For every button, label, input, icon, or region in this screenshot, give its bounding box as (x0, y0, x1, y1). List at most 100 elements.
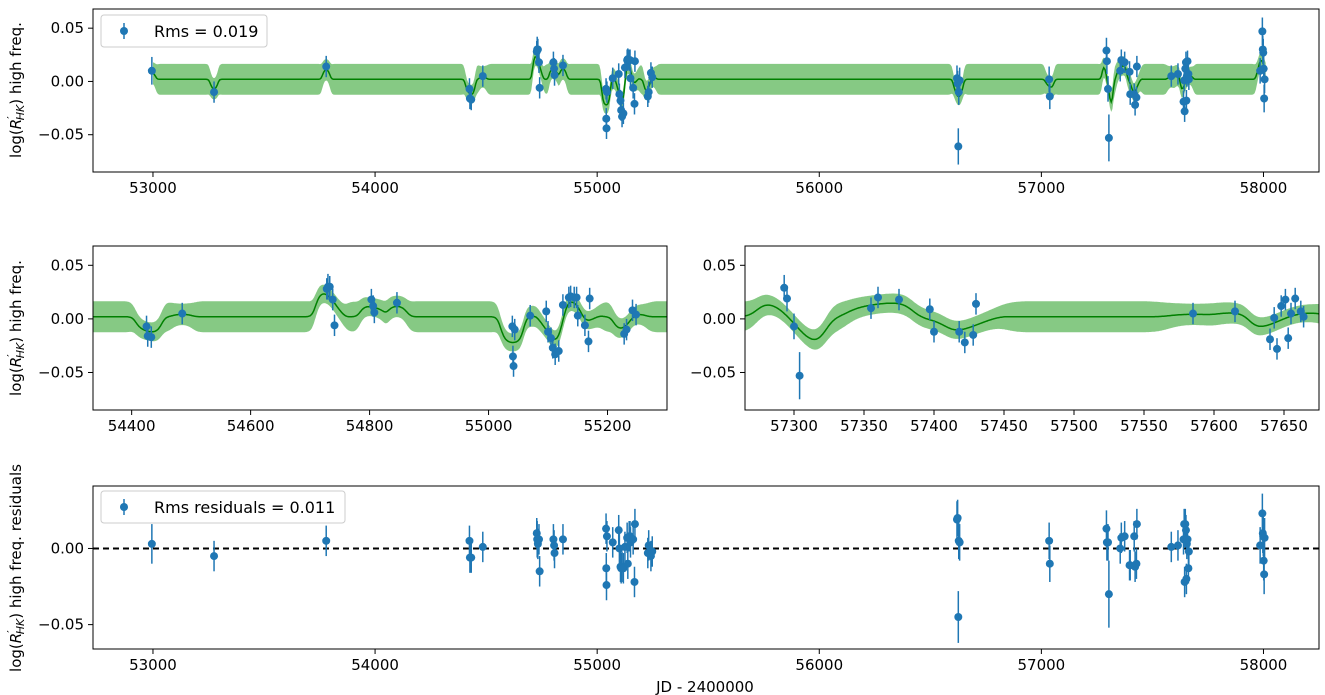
y-tick-label-0-1: 0.00 (51, 72, 84, 90)
data-point-2-49 (790, 322, 798, 331)
bottom-ylabel: log(R′HK) high freq. residuals (5, 464, 27, 672)
y-tick-label-0-0: 0.05 (51, 19, 84, 37)
top-legend: Rms = 0.019 (100, 14, 268, 48)
data-point-2-61 (1231, 307, 1239, 316)
data-point-3-18 (602, 581, 611, 590)
x-tick-label-0-2: 55000 (573, 179, 621, 197)
y-tick-label-1-0: 0.05 (51, 256, 84, 274)
data-point-3-77 (1260, 570, 1269, 579)
data-point-2-63 (1270, 313, 1279, 322)
data-point-0-77 (1260, 94, 1269, 103)
bottom-legend: Rms residuals = 0.011 (100, 490, 346, 524)
data-point-3-53 (1120, 532, 1129, 541)
data-point-0-58 (1132, 93, 1141, 102)
data-point-0-9 (533, 45, 542, 54)
data-point-0-67 (1182, 96, 1191, 105)
data-point-2-51 (867, 304, 875, 313)
data-point-0-11 (535, 83, 544, 92)
data-point-1-20 (526, 311, 535, 320)
y-tick-label-3-0: 0.00 (51, 539, 84, 557)
data-point-0-35 (630, 99, 639, 108)
y-tick-label-3-1: −0.05 (38, 616, 84, 634)
frame-0 (92, 8, 1320, 173)
x-tick-label-1-3: 55000 (465, 417, 513, 435)
frame-1 (92, 245, 668, 411)
data-point-3-14 (550, 549, 559, 558)
data-point-0-59 (1132, 62, 1141, 71)
data-point-2-59 (972, 299, 980, 308)
data-point-0-19 (602, 88, 611, 97)
data-point-2-50 (795, 371, 804, 380)
data-point-3-78 (1260, 533, 1269, 542)
data-point-0-61 (1173, 69, 1182, 78)
data-point-3-42 (954, 613, 963, 622)
data-point-2-52 (874, 293, 882, 302)
data-point-1-34 (585, 294, 594, 303)
data-point-3-16 (602, 524, 611, 533)
data-point-3-58 (1132, 559, 1141, 568)
data-point-1-21 (542, 307, 551, 316)
y-tick-label-2-0: 0.05 (703, 256, 736, 274)
data-point-0-22 (615, 90, 624, 99)
data-point-0-53 (1120, 58, 1129, 67)
plot-area-2 (745, 274, 1319, 400)
data-point-0-26 (619, 109, 628, 118)
x-tick-label-2-7: 57650 (1260, 417, 1308, 435)
data-point-0-6 (478, 72, 487, 81)
data-point-3-11 (535, 567, 544, 576)
data-point-1-19 (510, 325, 519, 334)
data-point-2-62 (1266, 335, 1274, 344)
bottom-xlabel: JD - 2400000 (655, 678, 754, 695)
data-point-3-67 (1182, 574, 1191, 583)
frame-2 (744, 245, 1320, 411)
data-point-0-14 (550, 71, 559, 80)
top-legend-box (100, 14, 268, 48)
data-point-0-57 (1131, 100, 1140, 109)
data-point-3-70 (1184, 564, 1193, 573)
data-point-1-31 (572, 293, 581, 302)
gp-band-0 (153, 47, 1266, 114)
data-point-3-34 (630, 520, 639, 529)
data-point-2-54 (925, 305, 934, 314)
x-tick-label-3-1: 54000 (351, 656, 399, 674)
data-point-0-76 (1259, 64, 1268, 73)
data-point-0-64 (1180, 107, 1189, 116)
data-point-2-55 (930, 327, 938, 336)
data-point-1-27 (558, 300, 567, 309)
x-tick-label-1-0: 54400 (108, 417, 156, 435)
x-tick-label-3-3: 56000 (795, 656, 843, 674)
data-point-0-43 (954, 88, 963, 97)
data-point-0-2 (322, 62, 331, 71)
data-point-3-44 (955, 538, 964, 547)
x-tick-label-0-3: 56000 (795, 179, 843, 197)
frame-3 (92, 485, 1320, 650)
data-point-2-56 (955, 327, 964, 336)
data-point-0-37 (644, 88, 653, 97)
data-point-3-46 (1045, 559, 1054, 568)
data-point-3-6 (478, 542, 487, 551)
data-point-0-50 (1104, 133, 1113, 142)
data-point-2-47 (780, 283, 789, 292)
data-point-0-73 (1258, 27, 1267, 36)
x-tick-label-3-5: 58000 (1240, 656, 1288, 674)
data-point-1-15 (392, 298, 401, 307)
x-tick-label-0-0: 53000 (129, 179, 177, 197)
data-point-3-29 (623, 559, 632, 568)
data-point-0-69 (1183, 57, 1192, 66)
plot-area-3 (93, 493, 1319, 643)
data-point-3-41 (953, 513, 962, 522)
data-point-0-45 (1045, 75, 1054, 84)
data-point-1-37 (622, 325, 631, 334)
x-tick-label-1-1: 54600 (227, 417, 275, 435)
data-point-0-10 (534, 58, 543, 67)
data-point-0-33 (629, 83, 638, 92)
data-point-0-46 (1045, 92, 1054, 101)
data-point-0-54 (1125, 67, 1134, 76)
data-point-1-6 (178, 309, 187, 318)
data-point-3-0 (147, 539, 156, 548)
x-tick-label-3-0: 53000 (129, 656, 177, 674)
data-point-1-33 (580, 321, 589, 330)
gp-mean-line-0 (152, 56, 1267, 106)
data-point-0-75 (1259, 48, 1268, 57)
bottom-legend-box (100, 490, 346, 524)
